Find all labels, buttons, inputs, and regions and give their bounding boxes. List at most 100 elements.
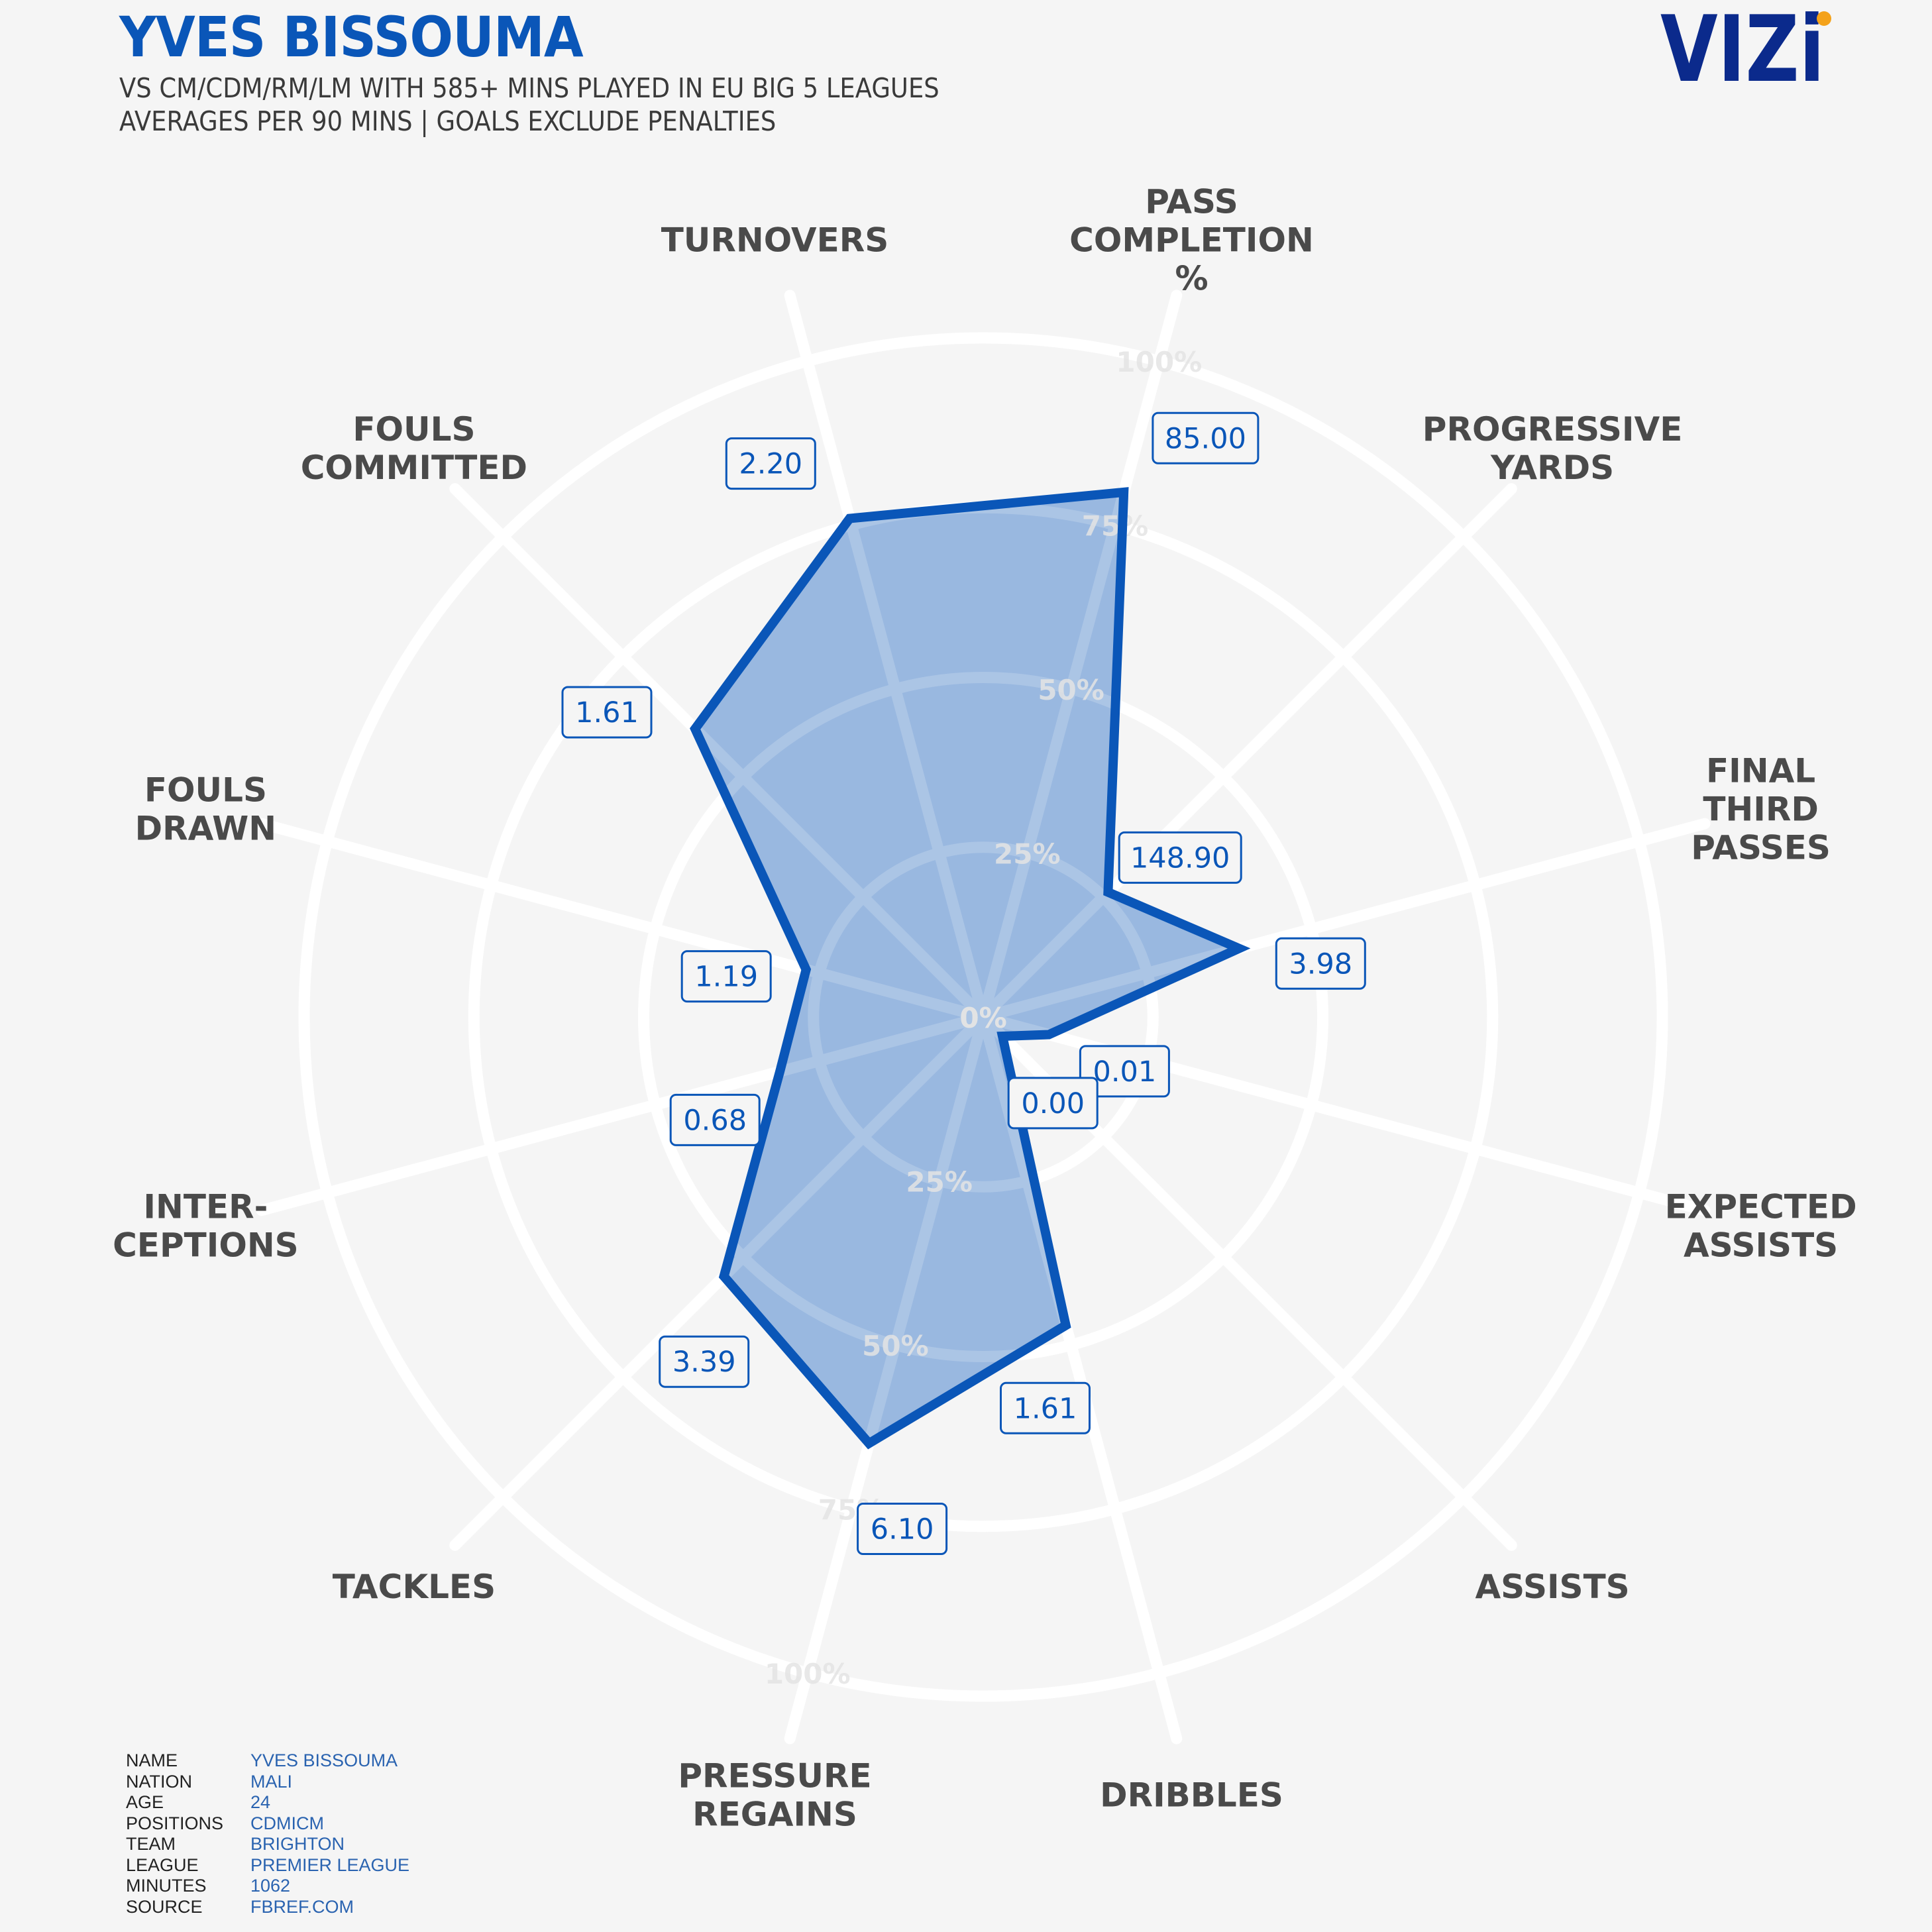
ring-label: 75% xyxy=(1082,510,1149,542)
ring-label: 25% xyxy=(906,1166,973,1199)
axis-label-line: EXPECTED xyxy=(1665,1188,1857,1226)
info-value: 1062 xyxy=(250,1876,291,1896)
value-label: 1.19 xyxy=(680,950,772,1003)
grid-ring-overlay xyxy=(808,841,1159,1193)
value-label-box xyxy=(1007,1077,1099,1130)
axis-label-line: FINAL xyxy=(1706,752,1815,790)
value-label-text: 0.68 xyxy=(683,1104,747,1137)
info-label: LEAGUE xyxy=(126,1854,199,1875)
axis-label-line: PASSES xyxy=(1691,829,1831,867)
axis-label-line: PRESSURE xyxy=(678,1757,871,1796)
info-label: POSITIONS xyxy=(126,1813,224,1833)
vizi-logo-dot xyxy=(1817,11,1831,26)
axis-label-line: TURNOVERS xyxy=(661,221,889,259)
value-label: 3.98 xyxy=(1275,937,1366,990)
value-label-text: 0.01 xyxy=(1093,1055,1157,1089)
axis-label: TACKLES xyxy=(333,1568,496,1606)
axis-label-line: COMMITTED xyxy=(301,449,527,487)
axis-label: DRIBBLES xyxy=(1100,1776,1283,1815)
value-label-box xyxy=(1118,831,1242,884)
axis-label-line: CEPTIONS xyxy=(113,1226,299,1265)
value-label-box xyxy=(669,1093,761,1146)
info-label: MINUTES xyxy=(126,1876,207,1896)
radar-area xyxy=(695,492,1240,1444)
ring-label: 0% xyxy=(959,1002,1006,1034)
grid-ring-overlay xyxy=(638,672,1328,1362)
grid-ring-4 xyxy=(298,332,1668,1702)
subtitle-line-1: VS CM/CDM/RM/LM WITH 585+ MINS PLAYED IN… xyxy=(119,72,939,104)
axis-label: FOULS COMMITTED xyxy=(301,410,527,487)
info-value: FBREF.COM xyxy=(250,1896,354,1917)
value-label: 3.39 xyxy=(659,1335,750,1388)
axis-label-line: REGAINS xyxy=(692,1796,857,1834)
info-row: SOURCE FBREF.COM xyxy=(126,1897,409,1918)
info-row: POSITIONS CDMICM xyxy=(126,1813,409,1835)
axis-label-line: TACKLES xyxy=(333,1568,496,1606)
axis-label-line: % xyxy=(1175,259,1208,297)
info-row: NAME YVES BISSOUMA xyxy=(126,1750,409,1772)
ring-label: 0% xyxy=(959,1002,1006,1034)
value-label-text: 1.19 xyxy=(694,961,758,994)
value-label-box xyxy=(1152,411,1260,464)
info-row: MINUTES 1062 xyxy=(126,1876,409,1897)
value-label-text: 6.10 xyxy=(871,1513,934,1546)
axis-label-line: DRIBBLES xyxy=(1100,1776,1283,1815)
info-label: AGE xyxy=(126,1792,164,1813)
vizi-logo: VIZi xyxy=(1660,7,1831,93)
info-value: MALI xyxy=(250,1771,293,1792)
info-label: NAME xyxy=(126,1750,178,1771)
ring-label: 100% xyxy=(1116,346,1202,378)
value-label: 1.61 xyxy=(1000,1381,1091,1434)
info-label: SOURCE xyxy=(126,1896,203,1917)
value-label-box xyxy=(857,1503,948,1555)
axis-label: FINAL THIRD PASSES xyxy=(1691,752,1831,867)
info-value: CDMICM xyxy=(250,1813,324,1833)
info-value: 24 xyxy=(250,1792,271,1813)
value-label: 148.90 xyxy=(1118,831,1242,884)
axis-label: INTER-CEPTIONS xyxy=(113,1188,299,1265)
ring-label: 50% xyxy=(862,1330,929,1362)
axis-label-line: FOULS xyxy=(352,410,475,449)
axis-label-line: ASSISTS xyxy=(1475,1568,1629,1606)
axis-spoke-overlay xyxy=(981,835,1641,1023)
info-row: TEAM BRIGHTON xyxy=(126,1834,409,1855)
info-row: NATION MALI xyxy=(126,1772,409,1793)
axis-label: EXPECTED ASSISTS xyxy=(1665,1188,1857,1265)
value-label-box xyxy=(1079,1045,1170,1098)
info-row: LEAGUE PREMIER LEAGUE xyxy=(126,1855,409,1876)
player-info-table: NAME YVES BISSOUMA NATION MALI AGE 24 POSITION… xyxy=(126,1750,409,1917)
grid-ring-overlay xyxy=(298,332,1668,1702)
value-label-box xyxy=(561,686,653,739)
axis-label: PRESSURE REGAINS xyxy=(678,1757,871,1834)
axis-label-line: DRAWN xyxy=(135,810,276,848)
axis-label: FOULS DRAWN xyxy=(135,771,276,848)
axis-label-line: PASS xyxy=(1145,182,1238,221)
info-value: YVES BISSOUMA xyxy=(250,1750,398,1771)
info-value: BRIGHTON xyxy=(250,1834,345,1854)
header: YVES BISSOUMA VS CM/CDM/RM/LM WITH 585+ … xyxy=(119,9,1030,138)
value-label-box xyxy=(725,437,816,490)
value-label: 6.10 xyxy=(857,1503,948,1555)
value-label-box xyxy=(659,1335,750,1388)
ring-label: 100% xyxy=(765,1658,851,1690)
radar-outline xyxy=(690,487,1251,1450)
axis-spoke-overlay xyxy=(979,533,1468,1022)
value-label: 0.68 xyxy=(669,1093,761,1146)
axis-label: ASSISTS xyxy=(1475,1568,1629,1606)
value-label-box xyxy=(1000,1381,1091,1434)
axis-label-line: INTER- xyxy=(143,1188,268,1226)
axis-label: TURNOVERS xyxy=(661,221,889,259)
axis-label: PASS COMPLETION% xyxy=(1069,182,1314,297)
axis-spoke-overlay xyxy=(977,359,1165,1019)
ring-label: 50% xyxy=(1038,674,1104,706)
axis-spoke-overlay xyxy=(802,1015,989,1675)
ring-label: 25% xyxy=(994,838,1061,871)
value-label-text: 1.61 xyxy=(1014,1392,1077,1425)
axis-spoke-overlay xyxy=(802,359,989,1019)
value-label: 0.01 xyxy=(1079,1045,1170,1098)
value-label: 0.00 xyxy=(1007,1077,1099,1130)
value-label-text: 1.61 xyxy=(575,696,639,729)
value-label-box xyxy=(680,950,772,1003)
info-label: TEAM xyxy=(126,1834,176,1854)
